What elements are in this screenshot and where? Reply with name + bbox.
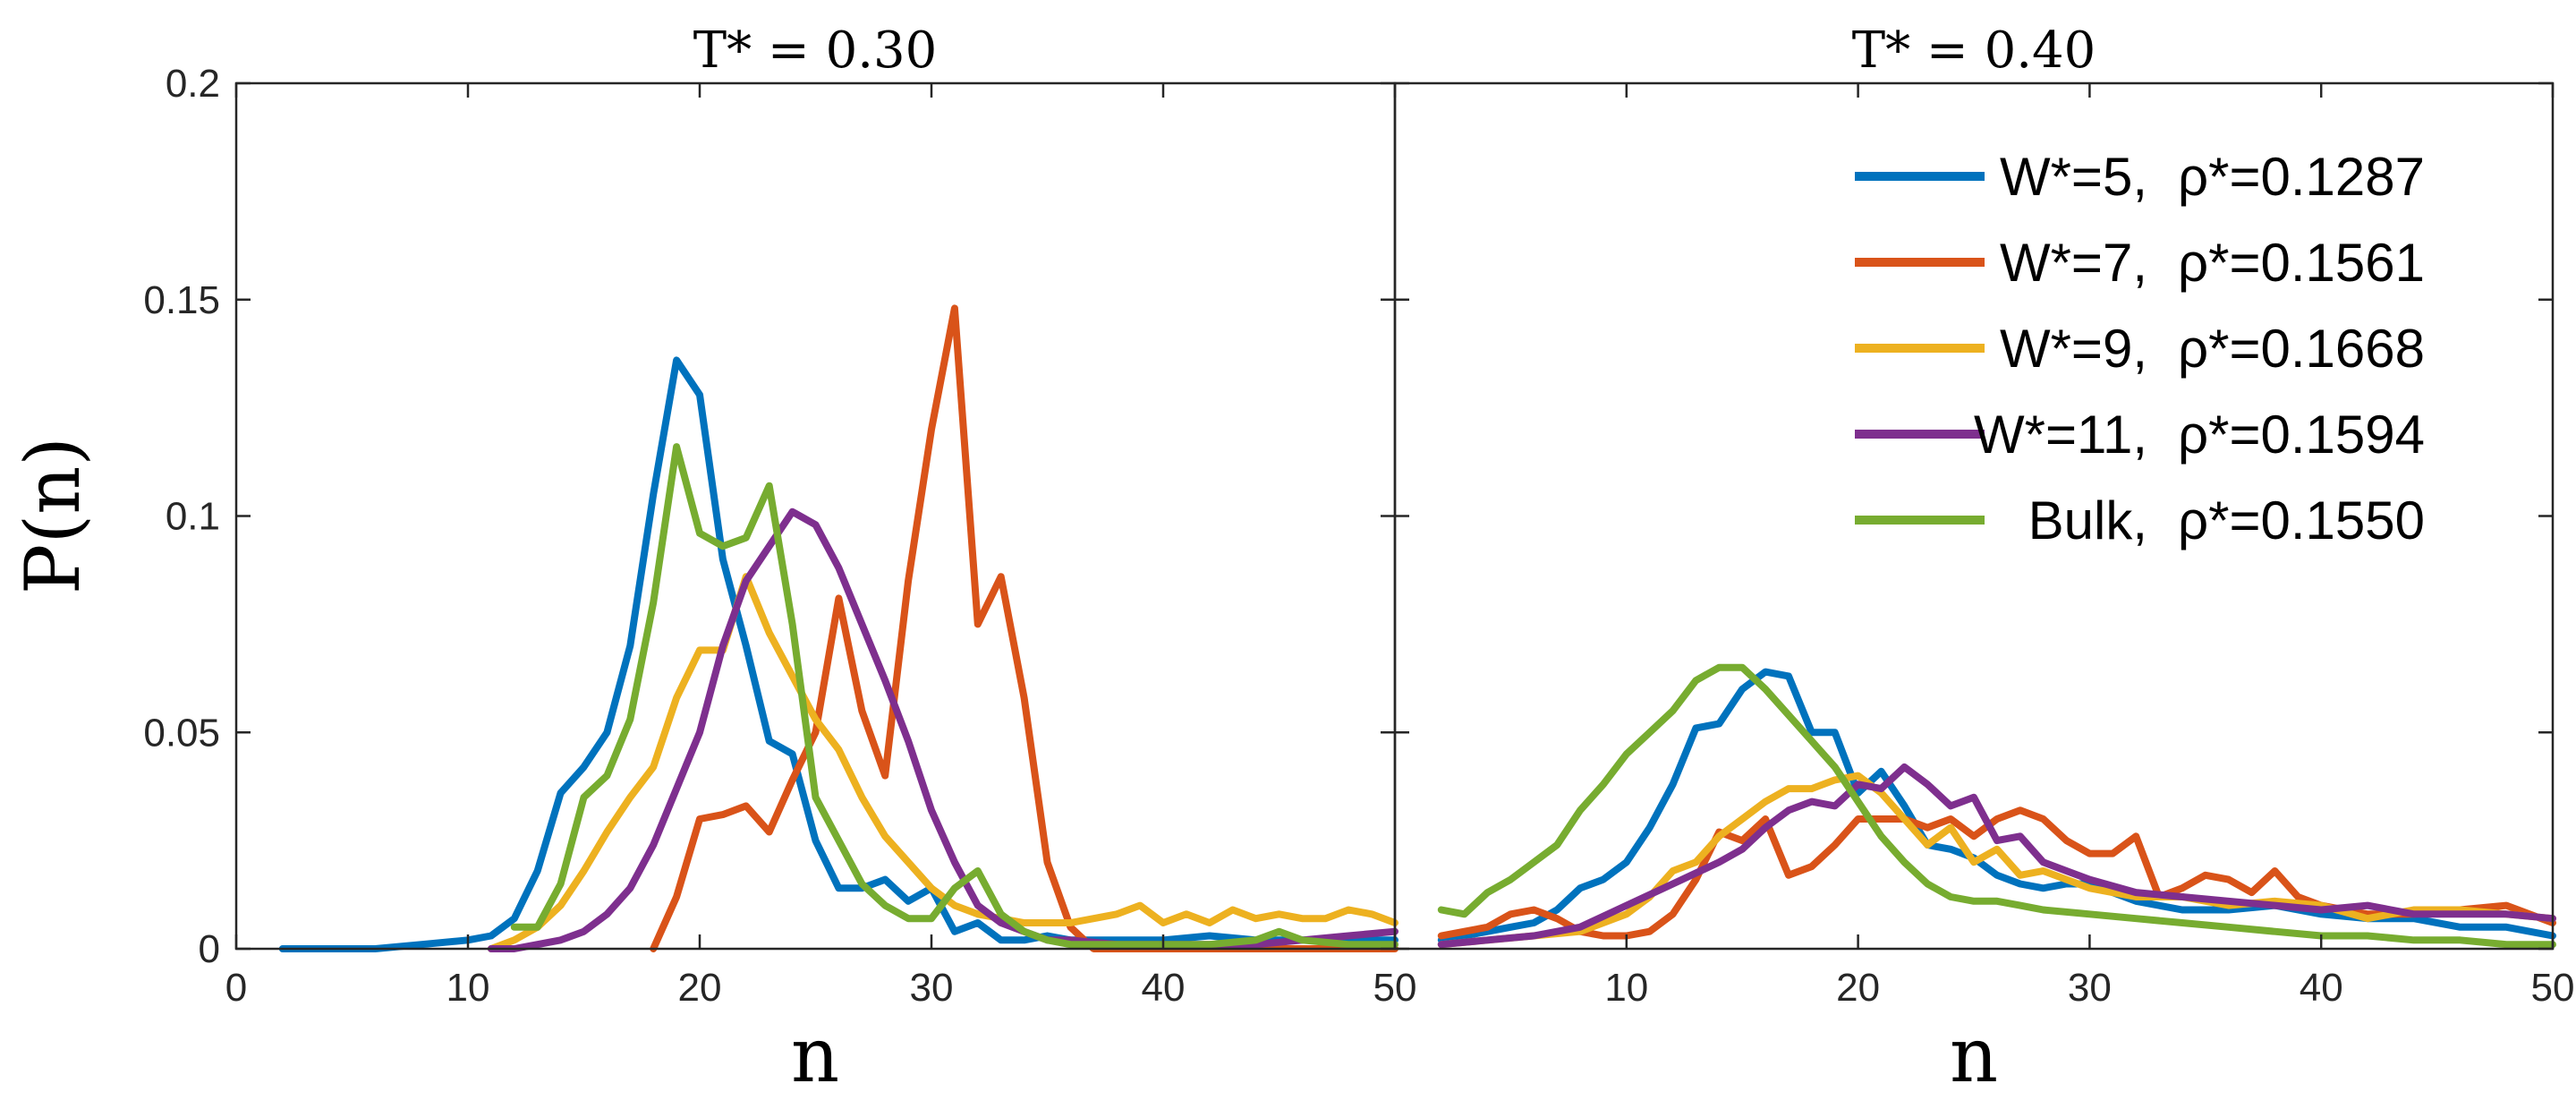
series-line-0-1: [650, 304, 1399, 952]
panel-right: T* = 0.40 10 20 30 40 50 n W*=5, ρ*=0.1287W*=…: [1393, 21, 2575, 1099]
series-line-1-3: [1437, 763, 2556, 949]
series-group-left: [278, 304, 1399, 952]
series-group-right: [1437, 663, 2556, 949]
y-tick-label-0: 0: [199, 927, 220, 971]
series-line-0-2: [487, 573, 1399, 952]
x-tick-label-1-2: 30: [2068, 966, 2112, 1010]
y-tick-label-4: 0.2: [166, 62, 220, 106]
x-axis-label-left: n: [791, 1011, 839, 1099]
legend-density-3: ρ*=0.1594: [2178, 405, 2425, 465]
x-tick-label-0-2: 20: [678, 966, 722, 1010]
ticks-left: 0 10 20 30 40 50 0 0.05 0.1 0.15 0.2: [143, 62, 1416, 1010]
x-tick-label-0-1: 10: [446, 966, 490, 1010]
legend-label-2: W*=9,: [2000, 319, 2147, 379]
legend-label-0: W*=5,: [2000, 147, 2147, 207]
y-tick-label-1: 0.05: [143, 711, 220, 755]
legend-density-2: ρ*=0.1668: [2178, 319, 2425, 379]
axes-box-left: [234, 81, 1397, 951]
x-tick-label-1-0: 10: [1604, 966, 1648, 1010]
ticks-right: 10 20 30 40 50: [1395, 81, 2575, 1010]
x-tick-label-1-4: 50: [2531, 966, 2575, 1010]
legend-label-3: W*=11,: [1974, 405, 2147, 465]
series-line-1-2: [1437, 772, 2556, 949]
panel-title-left: T* = 0.30: [693, 21, 938, 80]
legend-density-4: ρ*=0.1550: [2178, 491, 2425, 550]
x-tick-label-0-5: 50: [1373, 966, 1417, 1010]
legend-label-1: W*=7,: [2000, 233, 2147, 293]
series-line-1-1: [1437, 806, 2556, 940]
legend-label-4: Bulk,: [2028, 491, 2147, 550]
panel-left: T* = 0.30 0 10 20 30 40 50 0 0.05 0.1 0.15 0.2 n P…: [9, 21, 1416, 1099]
legend-density-1: ρ*=0.1561: [2178, 233, 2425, 293]
x-tick-label-0-0: 0: [225, 966, 247, 1010]
panel-title-right: T* = 0.40: [1852, 21, 2096, 80]
y-tick-label-3: 0.15: [143, 278, 220, 322]
legend: W*=5, ρ*=0.1287 W*=7, ρ*=0.1561 W*=9, ρ*=0.16…: [1855, 147, 2425, 550]
series-line-0-0: [278, 356, 1399, 952]
y-tick-label-2: 0.1: [166, 495, 220, 539]
legend-density-0: ρ*=0.1287: [2178, 147, 2425, 207]
x-tick-label-1-1: 20: [1836, 966, 1880, 1010]
x-tick-label-0-3: 30: [910, 966, 954, 1010]
x-tick-label-0-4: 40: [1142, 966, 1186, 1010]
y-axis-label: P(n): [9, 437, 97, 594]
series-line-1-4: [1437, 663, 2556, 949]
x-tick-label-1-3: 40: [2300, 966, 2343, 1010]
series-line-0-4: [510, 443, 1399, 949]
x-axis-label-right: n: [1950, 1011, 1998, 1099]
